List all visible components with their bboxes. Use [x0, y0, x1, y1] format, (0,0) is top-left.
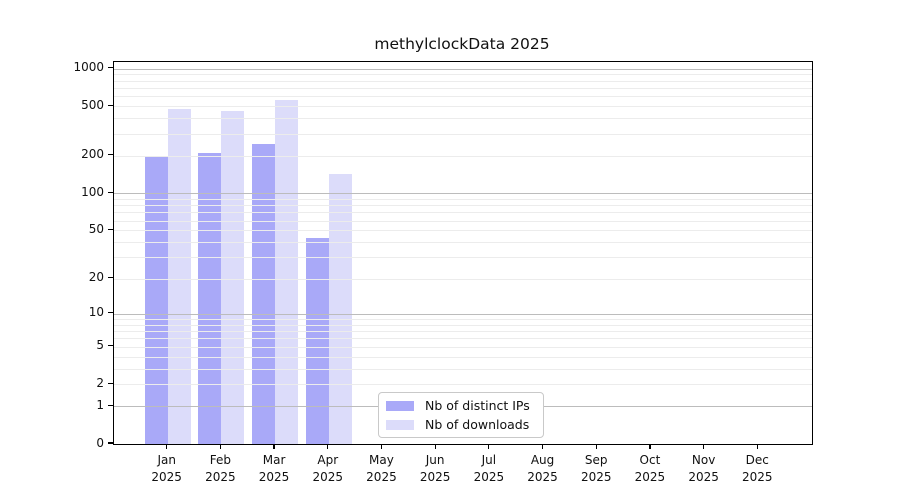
y-tick-label: 10	[88, 305, 104, 320]
bar-distinct-ips-mar	[252, 144, 276, 444]
gridline-minor	[114, 205, 812, 207]
plot-area	[113, 61, 813, 445]
y-tick-label: 2	[96, 375, 104, 390]
gridline-minor	[114, 198, 812, 200]
y-tick-label: 5	[96, 338, 104, 353]
gridline-minor	[114, 278, 812, 280]
legend-label-downloads: Nb of downloads	[425, 417, 530, 432]
gridline-minor	[114, 155, 812, 157]
y-tick	[108, 67, 113, 69]
bar-downloads-mar	[275, 100, 299, 444]
gridline-minor	[114, 106, 812, 108]
x-tick	[380, 444, 383, 450]
x-tick-label: Jul 2025	[473, 453, 505, 484]
x-tick	[649, 444, 651, 450]
legend-label-distinct-ips: Nb of distinct IPs	[425, 398, 530, 413]
x-tick	[327, 444, 329, 450]
y-tick-label: 20	[88, 270, 104, 285]
gridline-minor	[114, 96, 812, 98]
x-tick-label: Dec 2025	[742, 453, 773, 484]
bar-downloads-feb	[221, 111, 245, 444]
gridline-minor	[114, 324, 812, 326]
y-tick-label: 100	[81, 184, 104, 199]
gridline-minor	[114, 242, 812, 244]
bar-downloads-jan	[167, 108, 191, 444]
x-tick	[703, 444, 705, 450]
x-tick-label: May 2025	[366, 453, 397, 484]
y-tick	[108, 382, 113, 384]
bar-distinct-ips-jan	[144, 156, 168, 444]
y-tick	[108, 228, 113, 230]
y-tick-label: 1000	[73, 60, 104, 75]
y-tick-label: 200	[81, 147, 104, 162]
bar-distinct-ips-apr	[305, 238, 329, 444]
gridline-minor	[114, 384, 812, 386]
gridline-minor	[114, 368, 812, 370]
x-tick-label: Nov 2025	[688, 453, 719, 484]
x-tick	[434, 444, 436, 450]
gridline-minor	[114, 331, 812, 333]
x-tick	[488, 444, 490, 450]
legend-item-distinct-ips: Nb of distinct IPs	[386, 398, 543, 413]
gridline-major	[114, 193, 812, 195]
gridline-minor	[114, 220, 812, 222]
x-tick	[273, 444, 275, 450]
gridline-minor	[114, 80, 812, 82]
gridline-minor	[114, 212, 812, 214]
gridline-minor	[114, 356, 812, 358]
legend-swatch-distinct-ips	[386, 400, 414, 411]
y-tick-label: 500	[81, 97, 104, 112]
y-tick	[108, 345, 113, 347]
x-tick-label: Sep 2025	[580, 453, 612, 484]
x-tick	[595, 444, 597, 450]
y-tick	[108, 276, 113, 279]
x-tick	[166, 444, 168, 450]
gridline-major	[114, 313, 812, 315]
y-tick-label: 0	[96, 435, 104, 450]
bar-distinct-ips-feb	[198, 153, 222, 444]
x-tick-label: Mar 2025	[258, 453, 290, 484]
x-tick-label: Oct 2025	[634, 453, 666, 484]
gridline-minor	[114, 133, 812, 135]
gridline-minor	[114, 346, 812, 348]
x-tick-label: Jan 2025	[151, 453, 182, 484]
x-tick	[541, 444, 544, 450]
bar-downloads-apr	[328, 173, 352, 444]
gridline-minor	[114, 118, 812, 120]
x-tick	[219, 444, 221, 450]
gridline-minor	[114, 318, 812, 320]
chart-title: methylclockData 2025	[374, 35, 550, 53]
y-tick	[108, 154, 113, 156]
legend-item-downloads: Nb of downloads	[386, 417, 543, 432]
gridline-minor	[114, 338, 812, 340]
gridline-minor	[114, 230, 812, 232]
y-tick	[108, 312, 113, 314]
gridline-minor	[114, 74, 812, 76]
legend-swatch-downloads	[386, 419, 414, 430]
x-tick-label: Jun 2025	[419, 453, 451, 484]
x-tick	[756, 444, 758, 450]
y-tick	[108, 191, 113, 193]
y-tick	[108, 404, 113, 406]
x-tick-label: Aug 2025	[527, 453, 558, 484]
legend: Nb of distinct IPs Nb of downloads	[378, 392, 544, 438]
gridline-major	[114, 68, 812, 70]
gridline-minor	[114, 88, 812, 89]
y-tick	[108, 442, 113, 444]
y-tick	[108, 104, 113, 106]
x-tick-label: Feb 2025	[205, 453, 236, 484]
y-tick-label: 50	[88, 221, 104, 236]
x-tick-label: Apr 2025	[312, 453, 344, 484]
gridline-minor	[114, 257, 812, 259]
y-tick-label: 1	[96, 397, 104, 412]
